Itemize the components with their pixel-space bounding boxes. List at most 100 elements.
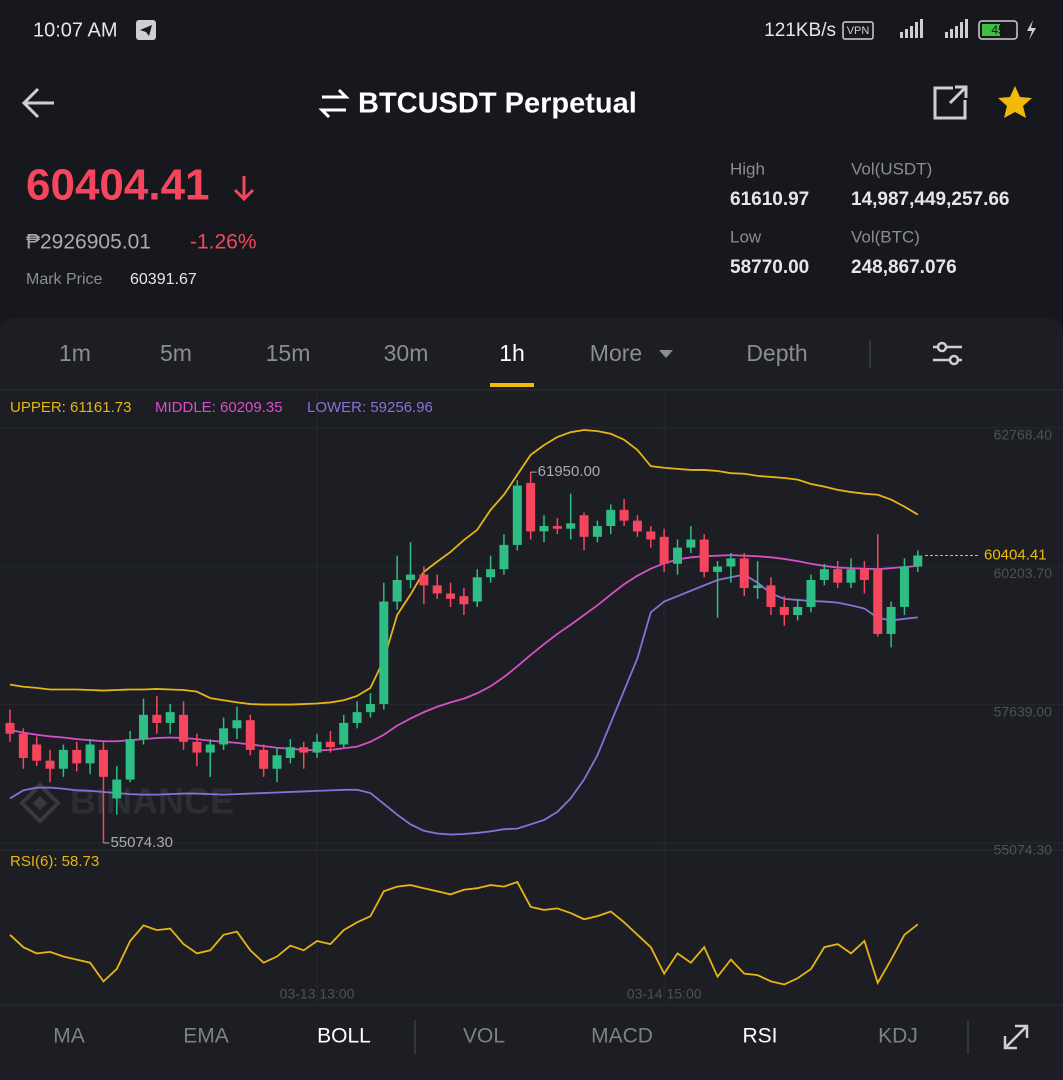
candle-body	[806, 579, 816, 607]
stat-value: 61610.97	[730, 189, 809, 210]
back-button[interactable]	[21, 87, 54, 119]
stats: High 61610.97 Vol(USDT) 14,987,449,257.66 Lo…	[730, 159, 1010, 278]
candle-body	[232, 720, 242, 729]
candle-body	[446, 593, 456, 599]
indicator-tab[interactable]: BOLL	[317, 1025, 371, 1048]
watermark-logo	[19, 782, 61, 824]
status-time: 10:07 AM	[33, 19, 118, 41]
candle-body	[739, 558, 749, 589]
candle-body	[432, 585, 442, 594]
candle-body	[285, 747, 295, 758]
last-price: 60404.41	[26, 161, 210, 210]
candle-body	[325, 741, 335, 748]
candle-body	[472, 577, 482, 602]
chart-panel	[0, 318, 1063, 1080]
candle-body	[32, 744, 42, 761]
network-speed: 121KB/s	[764, 20, 836, 41]
candle-body	[526, 482, 536, 532]
y-tick-label: 62768.40	[994, 427, 1053, 443]
annotation-label: 61950.00	[538, 463, 601, 480]
plot-area: BINANCE 62768.40 60203.70 57639.00 55074.30 0…	[0, 390, 1063, 1005]
last-price-label: 60404.41	[984, 546, 1047, 563]
candle-body	[125, 739, 135, 780]
indicator-tab[interactable]: MA	[53, 1025, 85, 1048]
candle-body	[646, 531, 656, 540]
watermark: BINANCE	[70, 781, 234, 822]
indicator-tab[interactable]: VOL	[463, 1025, 505, 1048]
candle-body	[72, 749, 82, 764]
candle-body	[85, 744, 95, 764]
candle-body	[419, 574, 429, 586]
stat-value: 14,987,449,257.66	[851, 189, 1010, 210]
candle-body	[833, 569, 843, 583]
swap-icon[interactable]	[318, 88, 350, 119]
chart-settings-button[interactable]	[933, 341, 962, 366]
battery-outline	[978, 20, 1018, 40]
candle-body	[846, 569, 856, 583]
candle-body	[365, 704, 375, 713]
stat-label: High	[730, 159, 765, 178]
candle-body	[592, 526, 602, 537]
share-button[interactable]	[933, 85, 968, 120]
candle-body	[886, 606, 896, 634]
candle-body	[18, 733, 28, 758]
candle-body	[392, 579, 402, 602]
candle-body	[165, 712, 175, 723]
candle-body	[352, 712, 362, 723]
symbol-title[interactable]: BTCUSDT Perpetual	[358, 88, 637, 120]
stat-label: Vol(USDT)	[851, 159, 932, 178]
battery-level	[982, 24, 1000, 36]
interval-tab[interactable]: Depth	[746, 340, 807, 366]
y-tick-label: 60203.70	[994, 565, 1053, 581]
indicator-tabs: MA EMA BOLL VOL MACD RSI KDJ	[53, 1025, 918, 1048]
candle-body	[5, 722, 15, 734]
candle-body	[499, 544, 509, 570]
candle-body	[406, 574, 415, 580]
mark-price-label: Mark Price	[26, 271, 103, 288]
candle-body	[606, 509, 616, 527]
fullscreen-button[interactable]	[1003, 1024, 1029, 1050]
interval-tabs: 1m 5m 15m 30m 1h More Depth	[59, 340, 808, 387]
x-tick-label: 03-14 15:00	[627, 986, 702, 1002]
indicator-tab[interactable]: EMA	[183, 1025, 229, 1048]
candle-body	[58, 749, 68, 769]
candle-body	[779, 606, 789, 616]
vpn-badge	[842, 21, 874, 40]
indicator-tab[interactable]: MACD	[591, 1025, 653, 1048]
candle-body	[259, 749, 269, 769]
candle-body	[486, 569, 496, 578]
candle-body	[98, 749, 108, 777]
x-tick-label: 03-13 13:00	[280, 986, 355, 1002]
interval-tab[interactable]: More	[590, 340, 642, 366]
favorite-button[interactable]	[998, 86, 1032, 118]
stat-label: Low	[730, 227, 762, 246]
candle-body	[819, 569, 829, 580]
interval-tab[interactable]: 30m	[384, 340, 429, 366]
candle-body	[726, 558, 736, 567]
charging-icon	[1027, 20, 1036, 40]
interval-tab[interactable]: 1m	[59, 340, 91, 366]
candle-body	[192, 741, 202, 753]
mark-price: 60391.67	[130, 271, 197, 288]
candle-body	[713, 566, 723, 572]
candle-body	[699, 539, 709, 572]
y-tick-label: 55074.30	[994, 842, 1053, 858]
candle-body	[632, 520, 642, 532]
candle-body	[379, 601, 389, 705]
indicator-legend: UPPER: 61161.73	[10, 399, 131, 416]
indicator-tab[interactable]: KDJ	[878, 1025, 918, 1048]
bollinger-line	[9, 554, 918, 752]
interval-tab[interactable]: 1h	[499, 340, 525, 366]
indicator-tab[interactable]: RSI	[742, 1025, 777, 1048]
candle-body	[205, 744, 215, 753]
candle-body	[899, 566, 909, 607]
interval-tab[interactable]: 5m	[160, 340, 192, 366]
interval-tab[interactable]: 15m	[266, 340, 311, 366]
candle-body	[859, 569, 869, 580]
candle-body	[539, 526, 549, 532]
candle-body	[766, 585, 776, 607]
candle-body	[219, 728, 229, 745]
candle-body	[673, 547, 682, 564]
